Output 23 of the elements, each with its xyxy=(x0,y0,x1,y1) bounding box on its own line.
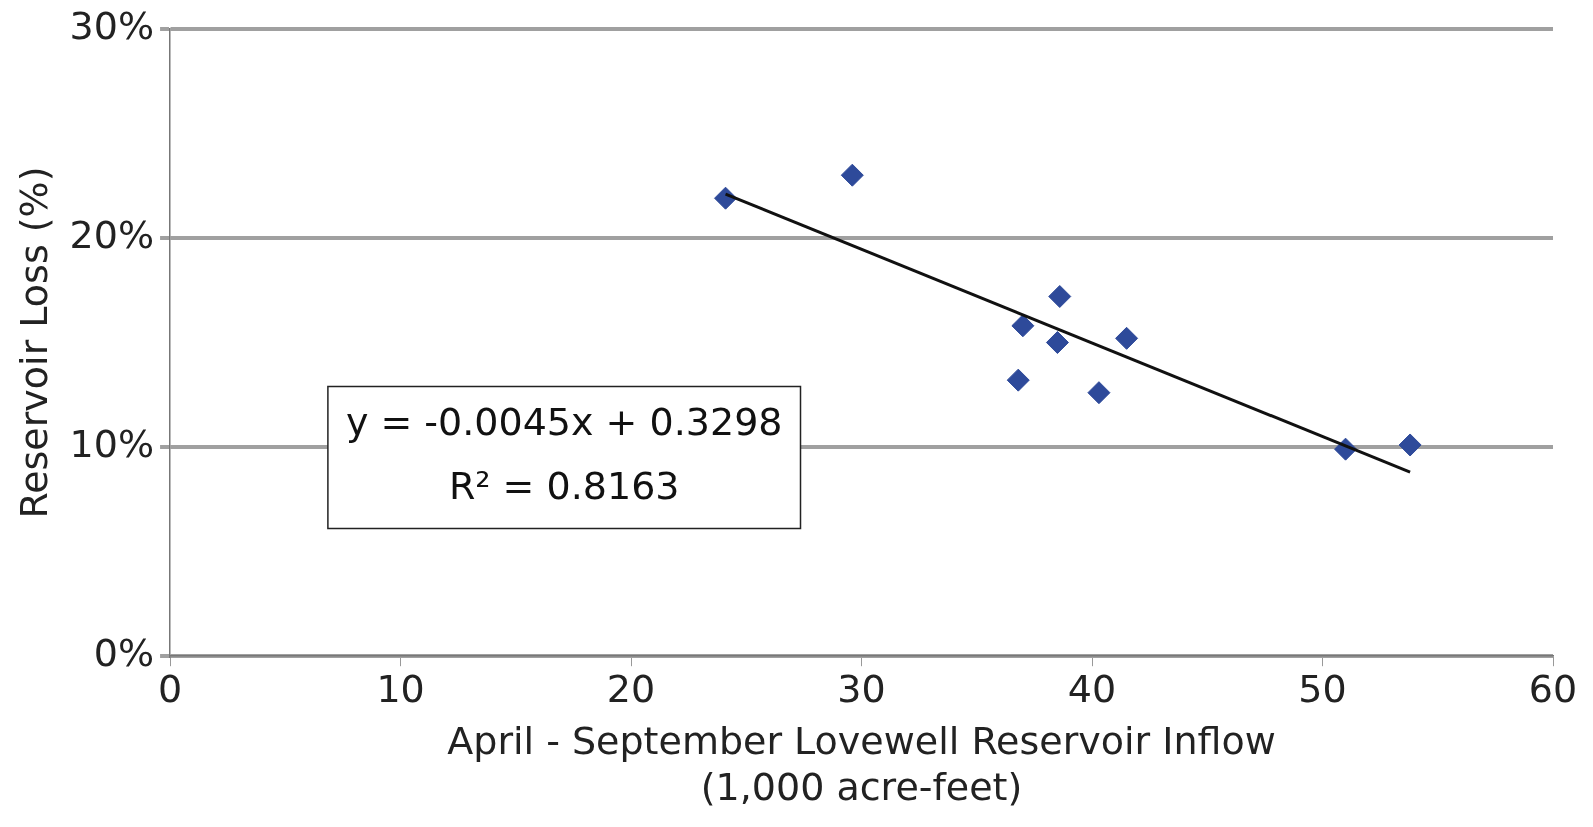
x-axis-title: April - September Lovewell Reservoir Inflow (1,000 acre-feet) xyxy=(447,719,1276,810)
x-tick-label: 20 xyxy=(606,666,656,711)
point xyxy=(1006,368,1030,392)
point xyxy=(840,163,864,187)
point xyxy=(1115,326,1139,350)
point xyxy=(1048,284,1072,308)
y-tick-label: 0% xyxy=(93,631,155,676)
x-tick-label: 60 xyxy=(1528,666,1578,711)
y-tick-label: 30% xyxy=(69,3,155,48)
x-tick-label: 0 xyxy=(157,666,183,711)
annotation: y = -0.0045x + 0.3298 xyxy=(345,400,783,445)
y-tick-label: 10% xyxy=(69,421,155,466)
x-tick-label: 10 xyxy=(376,666,425,711)
point xyxy=(1045,331,1069,354)
point xyxy=(1087,381,1111,405)
x-tick-label: 50 xyxy=(1298,666,1347,711)
x-tick-label: 40 xyxy=(1067,666,1117,711)
annotation: R² = 0.8163 xyxy=(448,464,680,509)
y-tick-label: 20% xyxy=(69,212,155,257)
point xyxy=(1398,433,1422,457)
y-axis-title: Reservoir Loss (%) xyxy=(11,166,56,519)
x-tick-label: 30 xyxy=(837,666,886,711)
point xyxy=(1011,314,1035,338)
